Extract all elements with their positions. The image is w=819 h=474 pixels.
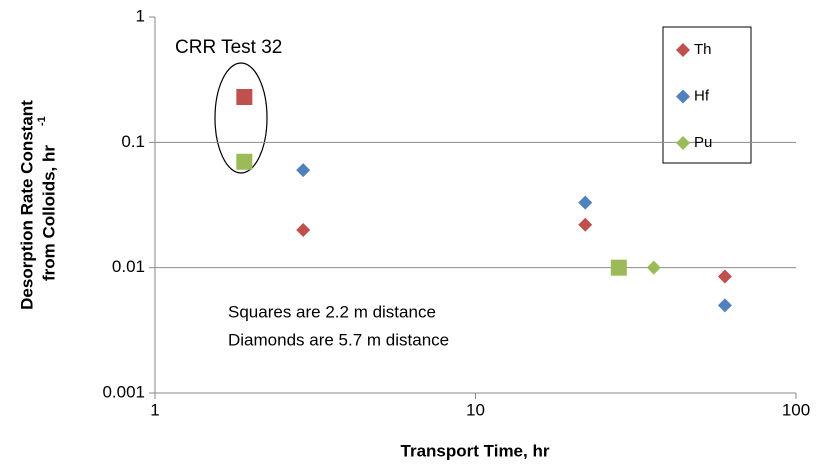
diamond-marker	[578, 195, 593, 210]
annotation: Squares are 2.2 m distance	[228, 302, 436, 321]
diamond-marker	[296, 222, 311, 237]
y-tick-label: 0.01	[112, 257, 145, 276]
y-tick-label: 1	[136, 6, 145, 25]
x-tick-label: 1	[150, 400, 159, 419]
diamond-marker	[676, 43, 690, 57]
y-axis-label: Desorption Rate Constant from Colloids, …	[17, 100, 58, 310]
highlight-ellipse	[214, 62, 268, 174]
legend-label: Pu	[694, 134, 712, 151]
diamond-marker	[717, 298, 732, 313]
diamond-marker	[676, 89, 690, 104]
annotation: Diamonds are 5.7 m distance	[228, 330, 449, 349]
y-axis-label-line: Desorption Rate Constant	[17, 100, 36, 310]
diamond-marker	[578, 217, 593, 232]
square-marker	[236, 88, 253, 105]
square-marker	[610, 259, 627, 276]
y-tick-label: 0.1	[121, 132, 145, 151]
legend-label: Th	[694, 41, 712, 58]
annotation: CRR Test 32	[175, 37, 282, 58]
diamond-marker	[676, 136, 690, 150]
diamond-marker	[646, 260, 661, 275]
x-axis-label: Transport Time, hr	[401, 441, 550, 460]
y-axis-label-line: from Colloids, hr	[39, 145, 58, 281]
diamond-marker	[296, 163, 311, 178]
legend-label: Hf	[694, 87, 710, 104]
x-tick-label: 10	[466, 400, 485, 419]
square-marker	[236, 153, 253, 170]
y-axis-label-superscript: -1	[36, 116, 48, 126]
x-tick-label: 100	[782, 400, 810, 419]
y-tick-label: 0.001	[102, 382, 145, 401]
diamond-marker	[717, 269, 732, 284]
